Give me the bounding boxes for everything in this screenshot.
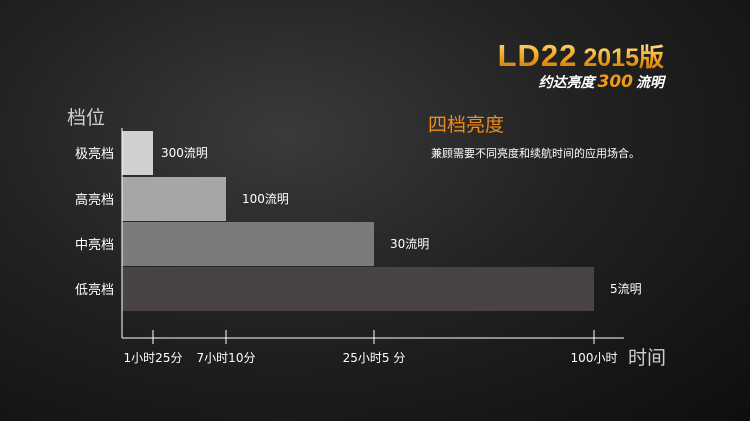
category-label-1: 高亮档	[75, 192, 114, 208]
brand-title: LD22 2015版	[498, 38, 664, 74]
x-tick-label-2: 25小时5 分	[343, 351, 406, 365]
y-axis-title: 档位	[67, 107, 105, 129]
headline: 四档亮度	[428, 114, 505, 136]
bar-0	[122, 131, 153, 175]
x-tick-label-0: 1小时25分	[124, 351, 183, 365]
brand-year: 2015版	[583, 44, 664, 72]
bar-2	[122, 222, 374, 266]
bar-3	[122, 267, 594, 311]
category-label-0: 极亮档	[75, 146, 114, 162]
category-label-3: 低亮档	[75, 282, 114, 298]
x-tick-label-3: 100小时	[571, 351, 618, 365]
description: 兼顾需要不同亮度和续航时间的应用场合。	[431, 147, 640, 160]
brand-block: LD22 2015版 约达亮度 300 流明	[498, 38, 664, 92]
data-label-1: 100流明	[242, 192, 289, 206]
data-label-2: 30流明	[390, 237, 429, 251]
brand-sub-number: 300	[597, 72, 634, 92]
data-label-3: 5流明	[610, 282, 642, 296]
x-tick-label-1: 7小时10分	[197, 351, 256, 365]
brand-sub-prefix: 约达亮度	[538, 75, 595, 91]
brand-sub-suffix: 流明	[636, 75, 664, 91]
brand-model: LD22	[497, 38, 578, 73]
x-axis-title: 时间	[628, 347, 666, 369]
brand-subtitle: 约达亮度 300 流明	[498, 72, 665, 92]
category-label-2: 中亮档	[75, 237, 114, 253]
data-label-0: 300流明	[161, 146, 208, 160]
bar-1	[122, 177, 226, 221]
